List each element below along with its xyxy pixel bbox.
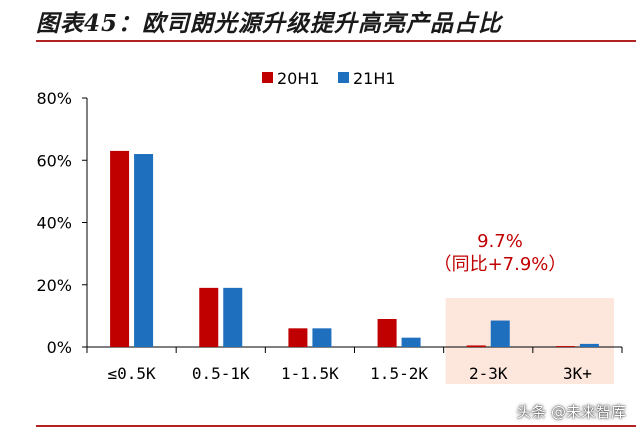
bar-21H1-5 <box>579 343 599 347</box>
legend-swatch-21H1 <box>338 72 349 83</box>
bar-20H1-3 <box>377 318 397 347</box>
y-axis: 0% 20% 40% 60% 80% <box>36 89 88 357</box>
y-tick-label: 60% <box>36 151 72 170</box>
legend-swatch-20H1 <box>262 72 273 83</box>
chart-title: 图表45：欧司朗光源升级提升高亮产品占比 <box>36 10 503 37</box>
legend: 20H1 21H1 <box>262 69 396 88</box>
bar-20H1-2 <box>288 328 308 347</box>
bar-21H1-4 <box>490 320 510 347</box>
bar-20H1-5 <box>555 346 575 347</box>
x-tick-label: 1-1.5K <box>281 364 339 383</box>
bar-20H1-1 <box>199 287 219 347</box>
y-tick-label: 80% <box>36 89 72 108</box>
x-tick-label: ≤0.5K <box>107 364 156 383</box>
y-tick-label: 40% <box>36 214 72 233</box>
bar-21H1-0 <box>134 154 154 347</box>
annotation-line-2: （同比+7.9%） <box>434 254 567 275</box>
legend-label-20H1: 20H1 <box>277 69 320 88</box>
x-tick-label: 3K+ <box>563 364 592 383</box>
watermark: 头条 @未来智库 <box>516 403 626 421</box>
bars <box>110 150 599 347</box>
highlight-region <box>445 298 614 384</box>
annotation-line-1: 9.7% <box>477 231 523 252</box>
title-bar: 图表45：欧司朗光源升级提升高亮产品占比 <box>0 0 640 44</box>
x-axis: ≤0.5K 0.5-1K 1-1.5K 1.5-2K 2-3K 3K+ <box>86 346 623 383</box>
y-tick-label: 0% <box>47 338 72 357</box>
y-tick-label: 20% <box>36 276 72 295</box>
bar-21H1-3 <box>401 337 421 347</box>
bar-21H1-1 <box>223 287 243 347</box>
bar-20H1-4 <box>466 345 486 347</box>
legend-label-21H1: 21H1 <box>353 69 396 88</box>
bottom-rule <box>36 425 636 427</box>
x-tick-label: 2-3K <box>469 364 508 383</box>
bar-21H1-2 <box>312 328 332 347</box>
x-tick-label: 1.5-2K <box>370 364 428 383</box>
annotation: 9.7% （同比+7.9%） <box>434 231 567 275</box>
title-rule <box>36 40 636 42</box>
x-tick-label: 0.5-1K <box>192 364 250 383</box>
bar-20H1-0 <box>110 150 130 347</box>
